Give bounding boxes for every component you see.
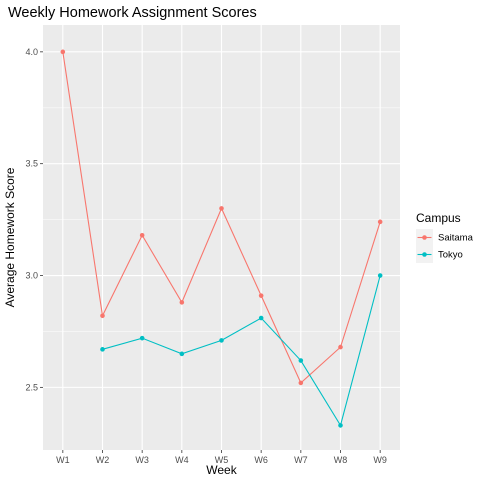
- data-point-tokyo: [338, 423, 343, 428]
- data-point-saitama: [378, 220, 383, 225]
- data-point-saitama: [180, 300, 185, 305]
- x-tick-label: W4: [175, 455, 189, 465]
- data-point-saitama: [140, 233, 145, 238]
- chart-title: Weekly Homework Assignment Scores: [8, 5, 257, 21]
- y-tick-label: 4.0: [25, 47, 38, 57]
- data-point-tokyo: [219, 338, 224, 343]
- x-tick-label: W8: [334, 455, 348, 465]
- data-point-saitama: [100, 313, 105, 318]
- y-tick-label: 3.5: [25, 159, 38, 169]
- x-tick-label: W9: [373, 455, 387, 465]
- x-tick-label: W2: [96, 455, 110, 465]
- data-point-tokyo: [378, 273, 383, 278]
- data-point-saitama: [259, 293, 264, 298]
- data-point-saitama: [219, 206, 224, 211]
- legend-key-saitama: [416, 229, 433, 246]
- y-axis-ticks: 2.5 3.0 3.5 4.0: [25, 47, 43, 393]
- y-tick-label: 3.0: [25, 271, 38, 281]
- legend-title: Campus: [416, 211, 461, 225]
- data-point-saitama: [338, 345, 343, 350]
- data-point-tokyo: [299, 358, 304, 363]
- data-point-tokyo: [140, 336, 145, 341]
- data-point-tokyo: [259, 316, 264, 321]
- x-tick-label: W7: [294, 455, 308, 465]
- y-tick-label: 2.5: [25, 382, 38, 392]
- x-tick-label: W3: [135, 455, 149, 465]
- data-point-tokyo: [100, 347, 105, 352]
- x-axis-title: Week: [206, 463, 237, 477]
- y-axis-title: Average Homework Score: [3, 167, 17, 307]
- legend-key-tokyo: [416, 246, 433, 263]
- data-point-saitama: [299, 381, 304, 386]
- x-tick-label: W1: [56, 455, 70, 465]
- data-point-tokyo: [180, 352, 185, 357]
- legend-label-saitama: Saitama: [438, 233, 474, 244]
- legend: Campus Saitama Tokyo: [416, 211, 474, 263]
- data-point-saitama: [61, 50, 66, 55]
- legend-label-tokyo: Tokyo: [438, 250, 463, 261]
- x-tick-label: W6: [254, 455, 268, 465]
